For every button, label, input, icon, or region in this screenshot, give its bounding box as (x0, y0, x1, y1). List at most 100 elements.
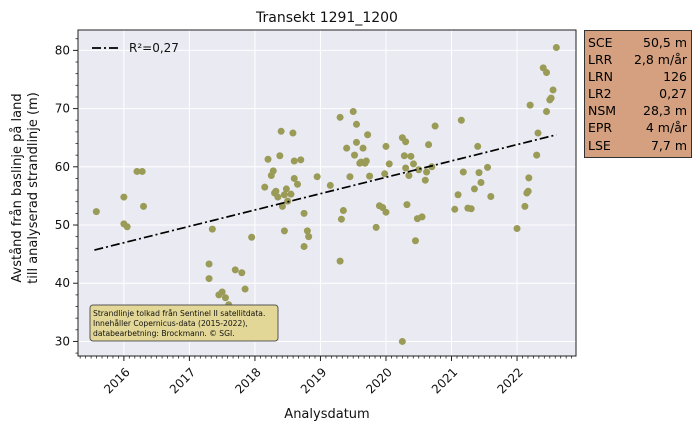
y-tick-label: 80 (55, 43, 70, 57)
x-tick-label: 2020 (363, 365, 394, 396)
data-points (92, 43, 560, 345)
legend: R²=0,27 (92, 41, 179, 55)
data-point (403, 201, 411, 209)
x-tick-label: 2019 (298, 365, 329, 396)
data-point (543, 68, 551, 76)
data-point (305, 233, 313, 241)
data-point (457, 116, 465, 124)
legend-label: R²=0,27 (129, 41, 179, 55)
data-point (282, 185, 290, 193)
data-point (402, 138, 410, 146)
data-point (524, 187, 532, 195)
data-point (349, 108, 357, 115)
data-point (133, 167, 141, 175)
stat-value: 4 m/år (645, 120, 687, 136)
data-point (241, 285, 249, 293)
data-point (470, 185, 478, 193)
data-point (525, 174, 533, 182)
stat-row-sce: SCE 50,5 m (588, 34, 687, 51)
data-point (92, 208, 100, 216)
data-point (290, 174, 298, 182)
stat-value: 28,3 m (643, 103, 687, 119)
trend-line (94, 133, 557, 251)
data-point (459, 168, 467, 176)
data-point (289, 129, 297, 137)
x-tick-label: 2022 (494, 365, 525, 396)
data-point (346, 173, 354, 181)
data-point (411, 237, 419, 245)
data-point (425, 141, 433, 149)
data-point (385, 160, 393, 168)
data-point (400, 152, 408, 160)
stat-row-lrr: LRR 2,8 m/år (588, 51, 687, 68)
stat-row-lr2: LR2 0,27 (588, 85, 687, 102)
chart-title: Transekt 1291_1200 (255, 10, 398, 26)
data-point (409, 160, 417, 168)
data-point (274, 193, 282, 201)
data-point (120, 193, 128, 201)
data-point (313, 173, 321, 181)
data-point (336, 113, 344, 121)
data-point (269, 167, 277, 175)
data-point (534, 129, 542, 137)
data-point (382, 208, 390, 216)
data-point (467, 205, 475, 213)
data-point (123, 223, 131, 231)
y-axis-label-line1: Avstånd från baslinje på land (10, 93, 25, 282)
annotation-line-2: Innehåller Copernicus-data (2015-2022), (93, 319, 248, 328)
data-point (337, 215, 345, 223)
x-axis-label: Analysdatum (284, 407, 369, 422)
stat-value: 50,5 m (643, 35, 687, 50)
data-point (280, 191, 288, 199)
data-point (218, 288, 226, 296)
data-point (407, 152, 415, 160)
data-point (264, 155, 272, 163)
data-point (205, 260, 213, 268)
stat-key: LSE (588, 137, 611, 153)
data-point (359, 144, 367, 152)
x-tick-label: 2021 (429, 365, 460, 396)
x-tick-label: 2018 (232, 365, 263, 396)
y-tick-label: 70 (55, 102, 70, 116)
data-point (352, 138, 360, 146)
data-point (231, 266, 239, 274)
stat-value: 0,27 (659, 86, 687, 102)
data-point (287, 190, 295, 198)
annotation-line-3: databearbetning: Brockmann. © SGI. (93, 329, 235, 338)
data-point (547, 94, 555, 102)
stat-value: 2,8 m/år (633, 52, 687, 68)
data-point (277, 127, 285, 135)
data-point (221, 294, 229, 302)
data-point (362, 157, 370, 165)
stat-value: 7,7 m (650, 137, 687, 153)
data-point (513, 225, 521, 233)
data-point (552, 43, 560, 51)
data-point (405, 172, 413, 180)
data-point (428, 163, 436, 171)
data-point (421, 176, 429, 184)
stat-key: EPR (588, 120, 613, 136)
stat-key: NSM (588, 103, 617, 119)
data-point (454, 191, 462, 199)
data-point (303, 227, 311, 235)
data-point (290, 157, 298, 165)
stat-key: LR2 (588, 86, 612, 102)
y-tick-label: 40 (55, 276, 70, 290)
data-point (248, 233, 256, 241)
data-point (543, 108, 551, 115)
stat-key: SCE (588, 35, 613, 50)
data-point (138, 167, 146, 175)
annotation-line-1: Strandlinje tolkad från Sentinel II sate… (93, 309, 265, 318)
data-point (351, 151, 359, 159)
data-point (272, 187, 280, 195)
data-point (398, 337, 406, 345)
x-tick-label: 2016 (101, 365, 132, 396)
data-point (336, 257, 344, 265)
stat-row-lse: LSE 7,7 m (588, 137, 687, 154)
stat-row-nsm: NSM 28,3 m (588, 102, 687, 119)
source-annotation: Strandlinje tolkad från Sentinel II sate… (89, 304, 279, 342)
stat-key: LRR (588, 52, 613, 68)
data-point (238, 269, 246, 277)
data-point (533, 151, 541, 159)
